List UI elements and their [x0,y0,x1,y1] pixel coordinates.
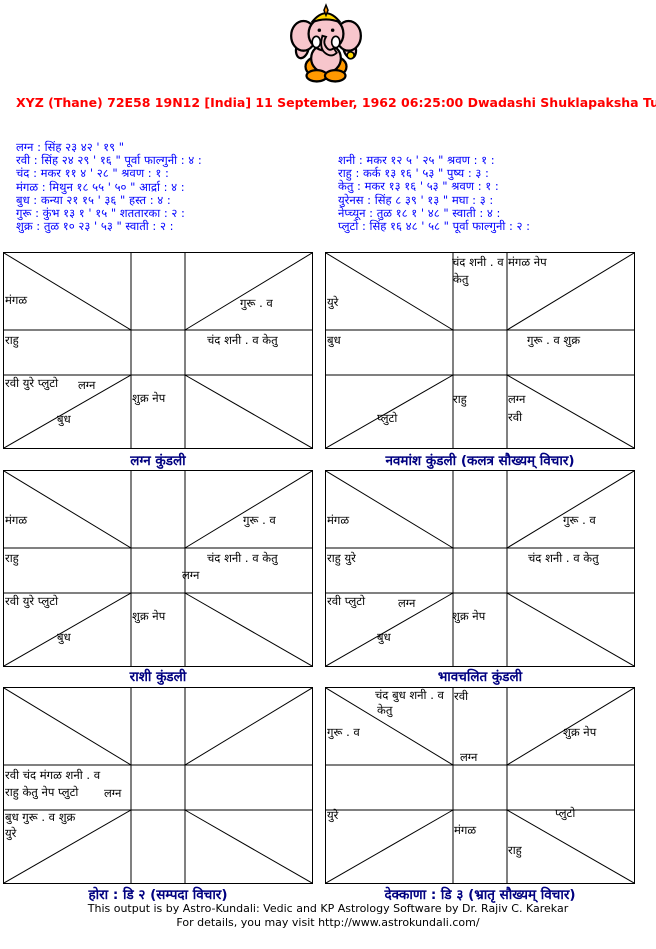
planet-label: गुरू . व [563,513,596,527]
ganesha-icon [290,3,362,83]
lagna-label: लग्न [78,378,96,392]
planet-position-line: चंद : मकर ११ ४ ' २८ " श्रवण : १ : [16,166,169,181]
planet-label: राहु केतु नेप प्लुटो [5,785,79,799]
planet-label: केतु [453,272,469,286]
planet-label: रवी [454,689,469,703]
planet-position-line: शुक्र : तुळ १० २३ ' ५३ " स्वाती : २ : [16,219,174,234]
kundali-grid-lines [326,471,634,666]
footer-credit-line: This output is by Astro-Kundali: Vedic a… [87,902,569,915]
planet-label: रवी युरे प्लुटो [5,594,59,608]
report-header: XYZ (Thane) 72E58 19N12 [India] 11 Septe… [16,95,656,110]
drekkana-d3-chart: चंद बुध शनी . व रवी केतु गुरू . व शुक्र … [325,687,635,884]
planet-label: चंद शनी . व केतु [207,333,278,347]
footer-url-line: For details, you may visit http://www.as… [176,916,480,929]
planet-label: रवी युरे प्लुटो [5,376,59,390]
chart-title-bhavachalit-kundali: भावचलित कुंडली [437,669,523,685]
planet-label: राहु युरे [327,551,356,565]
planet-label: गुरू . व शुक्र [527,333,581,347]
planet-label: चंद शनी . व [452,255,504,269]
planet-label: राहु [5,333,19,347]
planet-label: चंद शनी . व केतु [528,551,599,565]
planet-position-line: राहु : कर्क १३ १६ ' ५३ " पुष्य : ३ : [338,166,489,181]
planet-position-line: शनी : मकर १२ ५ ' २५ " श्रवण : १ : [338,153,495,167]
planet-label: केतु [377,703,393,717]
planet-label: मंगळ [5,293,28,307]
navamansha-kundali-chart: चंद शनी . व मंगळ नेप केतु युरे बुध गुरू … [325,252,635,449]
kundali-grid-lines [326,253,634,448]
planet-label: गुरू . व [327,725,360,739]
planet-label: बुध [57,412,71,426]
planet-label: बुध [327,333,341,347]
planet-label: मंगळ [327,513,350,527]
bhavachalit-kundali-chart: मंगळ गुरू . व राहु युरे चंद शनी . व केतु… [325,470,635,667]
planet-positions-left-column: लग्न : सिंह २३ ४२ ' १९ " रवी : सिंह २४ २… [16,140,202,234]
planet-label: शुक्र नेप [132,391,166,405]
planet-label: प्लुटो [555,806,576,820]
planet-position-line: बुध : कन्या २१ १५ ' ३६ " हस्त : ४ : [16,192,171,207]
planet-position-line: रवी : सिंह २४ २९ ' १६ " पूर्वा फाल्गुनी … [16,153,202,168]
planet-label: युरे [327,295,339,309]
planet-label: शुक्र नेप [452,609,486,623]
planet-label: रवी [508,410,523,424]
planet-label: मंगळ [454,823,477,837]
planet-position-line: मंगळ : मिथुन १८ ५५ ' ५० " आर्द्रा : ४ : [16,179,185,194]
lagna-label: लग्न [182,568,200,582]
planet-label: शुक्र नेप [132,609,166,623]
lagna-label: लग्न [104,786,122,800]
planet-label: मंगळ [5,513,28,527]
planet-label: बुध गुरू . व शुक्र [5,810,76,824]
planet-label: मंगळ नेप [508,255,547,269]
planet-position-line: केतु : मकर १३ १६ ' ५३ " श्रवण : १ : [338,179,499,194]
planet-label: रवी प्लुटो [327,594,366,608]
chart-title-lagna-kundali: लग्न कुंडली [130,453,186,469]
planet-label: युरे [5,826,17,840]
planet-label: गुरू . व [243,513,276,527]
planet-label: चंद शनी . व केतु [207,551,278,565]
planet-position-line: गुरू : कुंभ १३ १ ' १५ " शततारका : २ : [16,205,185,220]
chart-title-drekkana-d3: देक्काणा : डि ३ (भ्रातृ सौख्यम् विचार) [384,887,576,903]
hora-d2-chart: रवी चंद मंगळ शनी . व राहु केतु नेप प्लुट… [3,687,313,884]
planet-label: चंद बुध शनी . व [375,688,444,702]
planet-label: बुध [57,630,71,644]
chart-title-hora-d2: होरा : डि २ (सम्पदा विचार) [88,887,228,903]
planet-label: बुध [377,630,391,644]
chart-title-rashi-kundali: राशी कुंडली [129,669,187,685]
planet-label: युरे [327,808,339,822]
planet-label: प्लुटो [377,411,398,425]
planet-label: शुक्र नेप [563,725,597,739]
planet-position-line: प्लुटो : सिंह १६ ४८ ' ५८ " पूर्वा फाल्गु… [338,218,531,233]
planet-label: रवी चंद मंगळ शनी . व [5,768,101,782]
planet-label: राहु [508,843,522,857]
kundali-grid-lines [4,253,312,448]
planet-label: गुरू . व [240,296,273,310]
planet-position-line: नेप्च्यून : तुळ १८ १ ' ४८ " स्वाती : ४ : [338,205,501,220]
planet-position-line: युरेनस : सिंह ८ ३९ ' १३ " मघा : ३ : [338,192,494,207]
planet-label: राहु [453,392,467,406]
kundali-grid-lines [4,471,312,666]
kundali-grid-lines [326,688,634,883]
planet-positions-right-column: शनी : मकर १२ ५ ' २५ " श्रवण : १ : राहु :… [338,153,531,233]
lagna-kundali-chart: मंगळ गुरू . व राहु चंद शनी . व केतु रवी … [3,252,313,449]
chart-title-navamansha-kundali: नवमांश कुंडली (कलत्र सौख्यम् विचार) [385,453,575,469]
planet-position-line: लग्न : सिंह २३ ४२ ' १९ " [16,140,125,154]
kundali-grid-lines [4,688,312,883]
lagna-label: लग्न [398,596,416,610]
lagna-label: लग्न [460,750,478,764]
planet-label: राहु [5,551,19,565]
lagna-label: लग्न [508,392,526,406]
rashi-kundali-chart: मंगळ गुरू . व राहु चंद शनी . व केतु लग्न… [3,470,313,667]
